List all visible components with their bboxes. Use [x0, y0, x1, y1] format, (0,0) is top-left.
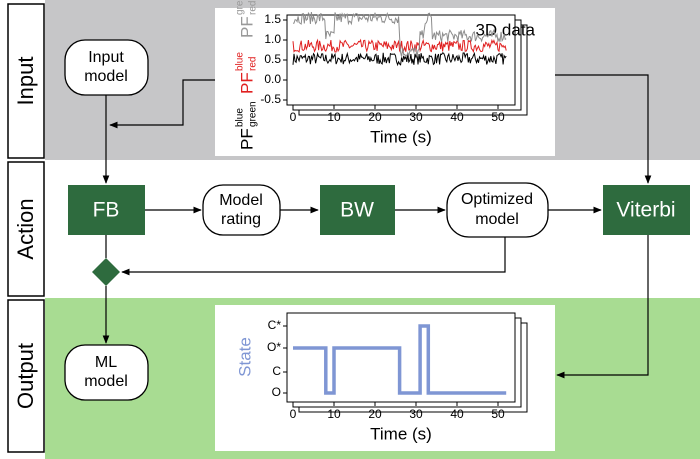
node-label: rating — [221, 211, 261, 228]
node-label: Optimized — [461, 191, 533, 208]
y-tick-label: O — [272, 385, 281, 399]
band-box — [7, 299, 45, 453]
decision-diamond — [92, 258, 120, 286]
y-tick-label: O* — [267, 340, 281, 354]
arrow — [121, 237, 506, 276]
x-tick-label: 50 — [491, 407, 505, 421]
x-tick-label: 50 — [491, 110, 505, 124]
x-tick-label: 40 — [450, 407, 464, 421]
label-base: PF — [237, 72, 256, 94]
label-base: PF — [237, 16, 256, 38]
band-label: Action — [13, 198, 38, 259]
band-label: Input — [13, 57, 38, 106]
y-tick-label: C — [272, 364, 281, 378]
label-sub: red — [248, 1, 259, 15]
arrow — [555, 74, 652, 184]
x-tick-label: 30 — [409, 110, 423, 124]
trace — [292, 11, 507, 58]
trace — [292, 51, 507, 67]
node-box — [202, 184, 281, 236]
node-label: model — [475, 211, 519, 228]
band-label: Output — [13, 343, 38, 409]
x-tick-label: 10 — [327, 110, 341, 124]
node-label: BW — [340, 199, 374, 222]
y-tick-label: 0.5 — [264, 52, 281, 66]
y-tick-label: C* — [268, 318, 282, 332]
arrow — [556, 235, 649, 379]
label-sub: green — [248, 101, 259, 127]
label-sup: blue — [235, 52, 246, 71]
x-tick-label: 20 — [368, 407, 382, 421]
state-trace — [293, 324, 507, 395]
label-sup: blue — [235, 108, 246, 127]
node-box — [446, 182, 549, 238]
y-tick-label: -0.5 — [260, 92, 281, 106]
node-box — [64, 344, 149, 401]
y-tick-label: 1.0 — [264, 32, 281, 46]
arrow — [109, 79, 215, 129]
x-tick-label: 10 — [327, 407, 341, 421]
y-tick-label: 0.0 — [264, 72, 281, 86]
y-tick-label: 1.5 — [264, 12, 281, 26]
panel-label: 3D data — [475, 20, 535, 39]
node-label: FB — [93, 199, 120, 222]
x-tick-label: 0 — [290, 110, 297, 124]
y-axis-label: State — [235, 337, 254, 377]
node-label: Model — [219, 192, 263, 209]
trace — [292, 38, 507, 54]
label-sup: green — [235, 0, 246, 15]
band-box — [7, 161, 45, 297]
label-base: PF — [237, 128, 256, 150]
node-label: model — [84, 373, 128, 390]
label-sub: red — [248, 57, 259, 71]
x-tick-label: 40 — [450, 110, 464, 124]
x-axis-label: Time (s) — [370, 424, 432, 443]
x-tick-label: 20 — [368, 110, 382, 124]
node-box — [64, 39, 149, 96]
node-box — [68, 185, 145, 235]
node-label: ML — [95, 354, 117, 371]
x-tick-label: 0 — [290, 407, 297, 421]
x-tick-label: 30 — [409, 407, 423, 421]
node-box — [603, 185, 690, 235]
band-box — [7, 3, 45, 159]
node-label: Viterbi — [616, 199, 675, 222]
node-label: model — [84, 68, 128, 85]
node-box — [320, 185, 395, 235]
node-label: Input — [88, 49, 124, 66]
x-axis-label: Time (s) — [370, 127, 432, 146]
